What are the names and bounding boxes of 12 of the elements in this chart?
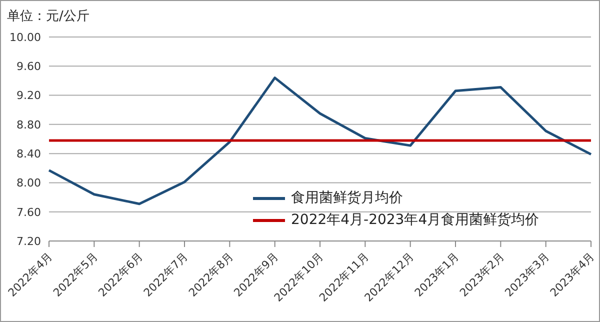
y-tick-label: 9.60 <box>16 60 41 74</box>
y-tick-label: 10.00 <box>10 30 41 44</box>
y-tick-label: 8.00 <box>16 176 41 190</box>
text: 单位：元/公斤 <box>7 8 90 25</box>
legend-label: 食用菌鲜货月均价 <box>291 189 403 207</box>
y-tick-label: 7.60 <box>16 206 41 219</box>
y-tick-label: 9.20 <box>16 89 41 102</box>
y-tick-label: 8.40 <box>16 147 41 160</box>
line-series <box>48 76 592 206</box>
y-tick-label: 8.80 <box>16 118 41 132</box>
legend-label: 2022年4月-2023年4月食用菌鲜货均价 <box>291 211 540 229</box>
y-tick-label: 7.20 <box>16 234 41 248</box>
